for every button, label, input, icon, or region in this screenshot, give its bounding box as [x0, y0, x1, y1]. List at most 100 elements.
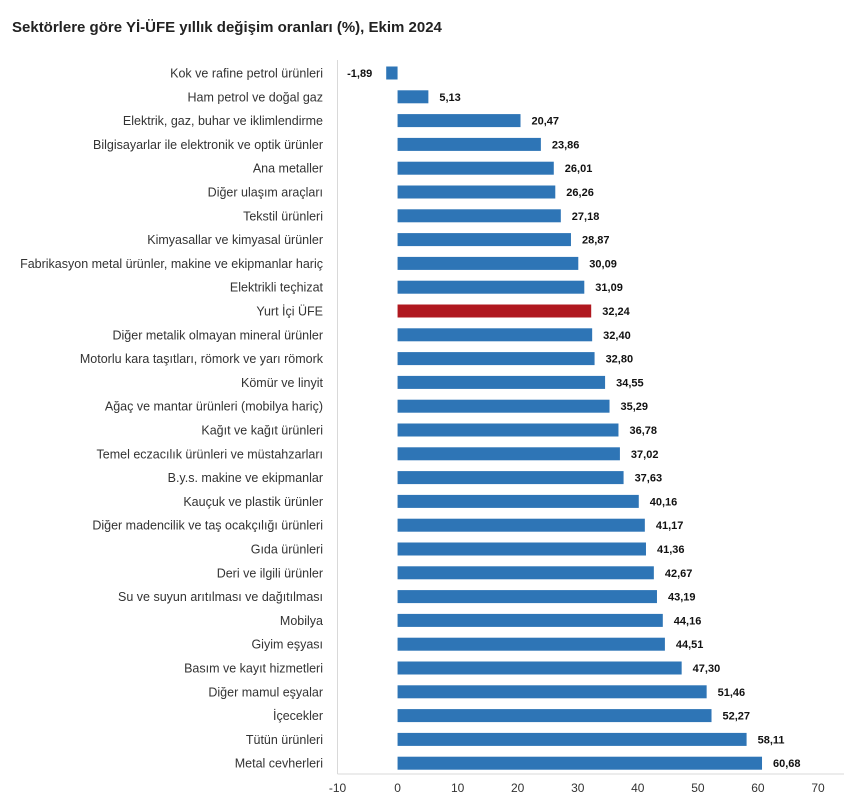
bar [397, 90, 429, 104]
category-label: Kimyasallar ve kimyasal ürünler [147, 233, 323, 247]
value-label: 31,09 [595, 282, 623, 294]
bar [397, 375, 606, 389]
value-label: -1,89 [347, 68, 372, 80]
bar [397, 209, 561, 223]
category-label: Temel eczacılık ürünleri ve müstahzarlar… [97, 447, 323, 461]
bar [397, 566, 654, 580]
bar [397, 328, 593, 342]
bar [397, 137, 541, 151]
bar [397, 161, 554, 175]
category-label: Fabrikasyon metal ürünler, makine ve eki… [20, 257, 323, 271]
category-label: Giyim eşyası [251, 638, 323, 652]
category-label: Motorlu kara taşıtları, römork ve yarı r… [80, 352, 324, 366]
value-label: 32,24 [602, 306, 630, 318]
x-tick-label: 20 [511, 781, 525, 795]
value-label: 37,63 [635, 473, 663, 485]
x-tick-label: 50 [691, 781, 705, 795]
x-tick-label: 30 [571, 781, 585, 795]
value-label: 47,30 [693, 663, 721, 675]
category-label: Kok ve rafine petrol ürünleri [170, 67, 323, 81]
bar-highlight [397, 304, 592, 318]
category-label: Yurt İçi ÜFE [256, 305, 323, 319]
bar [397, 280, 585, 294]
category-label: İçecekler [273, 709, 323, 723]
value-label: 32,80 [606, 354, 634, 366]
chart-title: Sektörlere göre Yİ-ÜFE yıllık değişim or… [12, 19, 442, 36]
x-tick-label: -10 [329, 781, 347, 795]
value-label: 35,29 [621, 401, 649, 413]
bar [397, 352, 595, 366]
category-label: Kağıt ve kağıt ürünleri [201, 424, 323, 438]
value-label: 41,36 [657, 544, 685, 556]
category-label: Mobilya [280, 614, 323, 628]
bar [397, 756, 763, 770]
category-label: Tekstil ürünleri [243, 209, 323, 223]
value-label: 40,16 [650, 496, 678, 508]
value-label: 5,13 [439, 92, 460, 104]
category-label: Tütün ürünleri [246, 733, 323, 747]
bar [397, 542, 646, 556]
value-label: 26,01 [565, 163, 593, 175]
x-tick-label: 70 [811, 781, 825, 795]
bars-layer [386, 66, 763, 770]
category-label: Bilgisayarlar ile elektronik ve optik ür… [93, 138, 323, 152]
value-label: 60,68 [773, 758, 801, 770]
bar [397, 185, 556, 199]
labels-layer: Kok ve rafine petrol ürünleri -1,89 Ham pe… [20, 67, 800, 771]
axis-layer: -10 0 10 20 30 40 50 60 70 [329, 60, 844, 795]
value-label: 44,51 [676, 639, 704, 651]
category-label: Diğer ulaşım araçları [208, 186, 323, 200]
x-tick-label: 10 [451, 781, 465, 795]
category-label: Basım ve kayıt hizmetleri [184, 662, 323, 676]
bar [397, 661, 682, 675]
x-tick-label: 0 [394, 781, 401, 795]
bar [397, 637, 665, 651]
bar [397, 685, 707, 699]
bar [397, 732, 747, 746]
bar [397, 399, 610, 413]
bar [397, 494, 639, 508]
category-label: B.y.s. makine ve ekipmanlar [168, 471, 323, 485]
value-label: 51,46 [718, 687, 746, 699]
bar [397, 518, 645, 532]
category-label: Diğer madencilik ve taş ocakçılığı ürünl… [92, 519, 323, 533]
value-label: 52,27 [723, 711, 751, 723]
bar [397, 256, 579, 270]
bar [397, 447, 620, 461]
value-label: 44,16 [674, 615, 702, 627]
value-label: 36,78 [629, 425, 657, 437]
value-label: 23,86 [552, 139, 580, 151]
bar [397, 423, 619, 437]
value-label: 43,19 [668, 592, 696, 604]
category-label: Metal cevherleri [235, 757, 323, 771]
bar [397, 709, 712, 723]
category-label: Ham petrol ve doğal gaz [188, 90, 324, 104]
bar [397, 233, 571, 247]
bar [397, 590, 657, 604]
value-label: 27,18 [572, 211, 600, 223]
category-label: Ana metaller [253, 162, 323, 176]
category-label: Deri ve ilgili ürünler [217, 566, 323, 580]
category-label: Kömür ve linyit [241, 376, 323, 390]
category-label: Su ve suyun arıtılması ve dağıtılması [118, 590, 323, 604]
value-label: 20,47 [532, 116, 560, 128]
category-label: Elektrik, gaz, buhar ve iklimlendirme [123, 114, 323, 128]
value-label: 58,11 [758, 734, 785, 746]
category-label: Diğer metalik olmayan mineral ürünler [113, 328, 324, 342]
value-label: 32,40 [603, 330, 631, 342]
value-label: 34,55 [616, 377, 644, 389]
category-label: Diğer mamul eşyalar [208, 685, 323, 699]
bar [397, 471, 624, 485]
value-label: 28,87 [582, 235, 610, 247]
value-label: 26,26 [566, 187, 594, 199]
category-label: Elektrikli teçhizat [230, 281, 324, 295]
bar [397, 114, 521, 128]
x-tick-label: 40 [631, 781, 645, 795]
bar [386, 66, 398, 80]
category-label: Ağaç ve mantar ürünleri (mobilya hariç) [105, 400, 323, 414]
value-label: 42,67 [665, 568, 693, 580]
bar [397, 613, 663, 627]
x-tick-label: 60 [751, 781, 765, 795]
value-label: 30,09 [589, 258, 617, 270]
